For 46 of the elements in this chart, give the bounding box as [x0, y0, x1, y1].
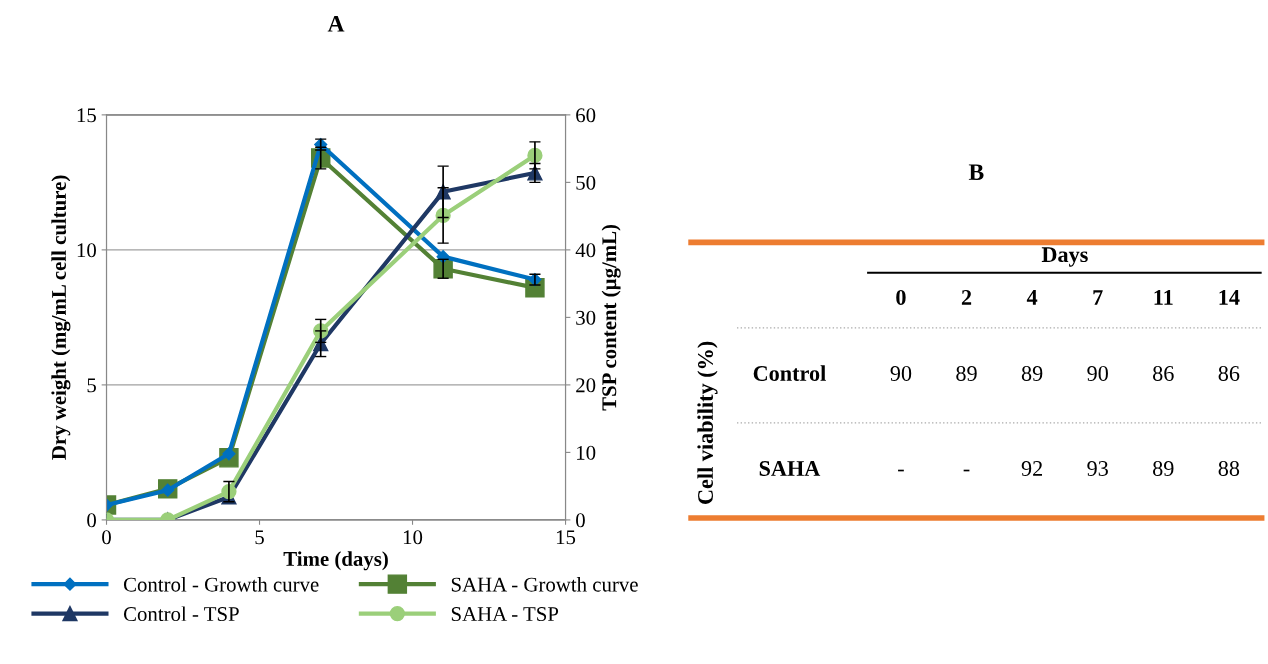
- text: 92: [1021, 461, 1042, 476]
- category-label: 7: [1093, 290, 1103, 305]
- y-tick-label: 0: [87, 513, 96, 528]
- chart-title: A: [327, 15, 345, 32]
- y2-tick-label: 60: [576, 108, 596, 123]
- category-label: 14: [1219, 290, 1240, 305]
- category-label: 11: [1154, 290, 1173, 305]
- text: Cell viability (%): [697, 341, 718, 504]
- y-tick-label: 15: [77, 108, 96, 123]
- category-label: 2: [961, 290, 972, 305]
- text: 90: [1087, 365, 1108, 381]
- x-tick-label: 0: [102, 530, 111, 545]
- text: -: [963, 469, 970, 472]
- x-tick-label: 5: [255, 530, 264, 545]
- y2-axis-title: TSP content (µg/mL): [601, 224, 621, 411]
- text: B: [968, 164, 984, 180]
- text: 89: [1153, 460, 1174, 476]
- y-axis-title: Dry weight (mg/mL cell culture): [51, 175, 71, 460]
- text: 93: [1087, 461, 1108, 476]
- y-tick-label: 5: [87, 378, 96, 393]
- legend-label: Control - TSP: [123, 606, 239, 622]
- y2-tick-label: 0: [576, 513, 585, 528]
- text: 89: [1021, 365, 1043, 381]
- legend-label: Control - Growth curve: [123, 576, 319, 592]
- text: 90: [890, 365, 912, 381]
- x-axis-title: Time (days): [283, 551, 388, 571]
- y2-tick-label: 30: [576, 310, 596, 325]
- category-label: SAHA: [759, 461, 821, 476]
- y2-tick-label: 10: [577, 445, 596, 460]
- y2-tick-label: 20: [576, 378, 596, 393]
- y2-tick-label: 50: [576, 175, 596, 190]
- legend-label: SAHA - Growth curve: [451, 576, 638, 592]
- text: 86: [1218, 365, 1240, 381]
- text: Days: [1041, 247, 1088, 267]
- text: -: [898, 469, 904, 472]
- x-tick-label: 15: [556, 530, 576, 545]
- category-label: 4: [1026, 290, 1038, 305]
- text: 89: [956, 365, 977, 381]
- category-label: 0: [896, 289, 906, 305]
- category-label: Control: [753, 365, 826, 381]
- x-tick-label: 10: [403, 530, 423, 545]
- legend-label: SAHA - TSP: [451, 607, 559, 622]
- y2-tick-label: 40: [575, 243, 596, 258]
- y-tick-label: 10: [77, 243, 96, 258]
- text: 86: [1153, 365, 1174, 381]
- text: 88: [1218, 460, 1240, 476]
